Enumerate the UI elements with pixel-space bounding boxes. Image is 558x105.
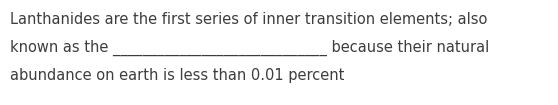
Text: known as the _____________________________ because their natural: known as the ___________________________…	[10, 40, 489, 56]
Text: Lanthanides are the first series of inner transition elements; also: Lanthanides are the first series of inne…	[10, 12, 487, 27]
Text: abundance on earth is less than 0.01 percent: abundance on earth is less than 0.01 per…	[10, 68, 344, 83]
